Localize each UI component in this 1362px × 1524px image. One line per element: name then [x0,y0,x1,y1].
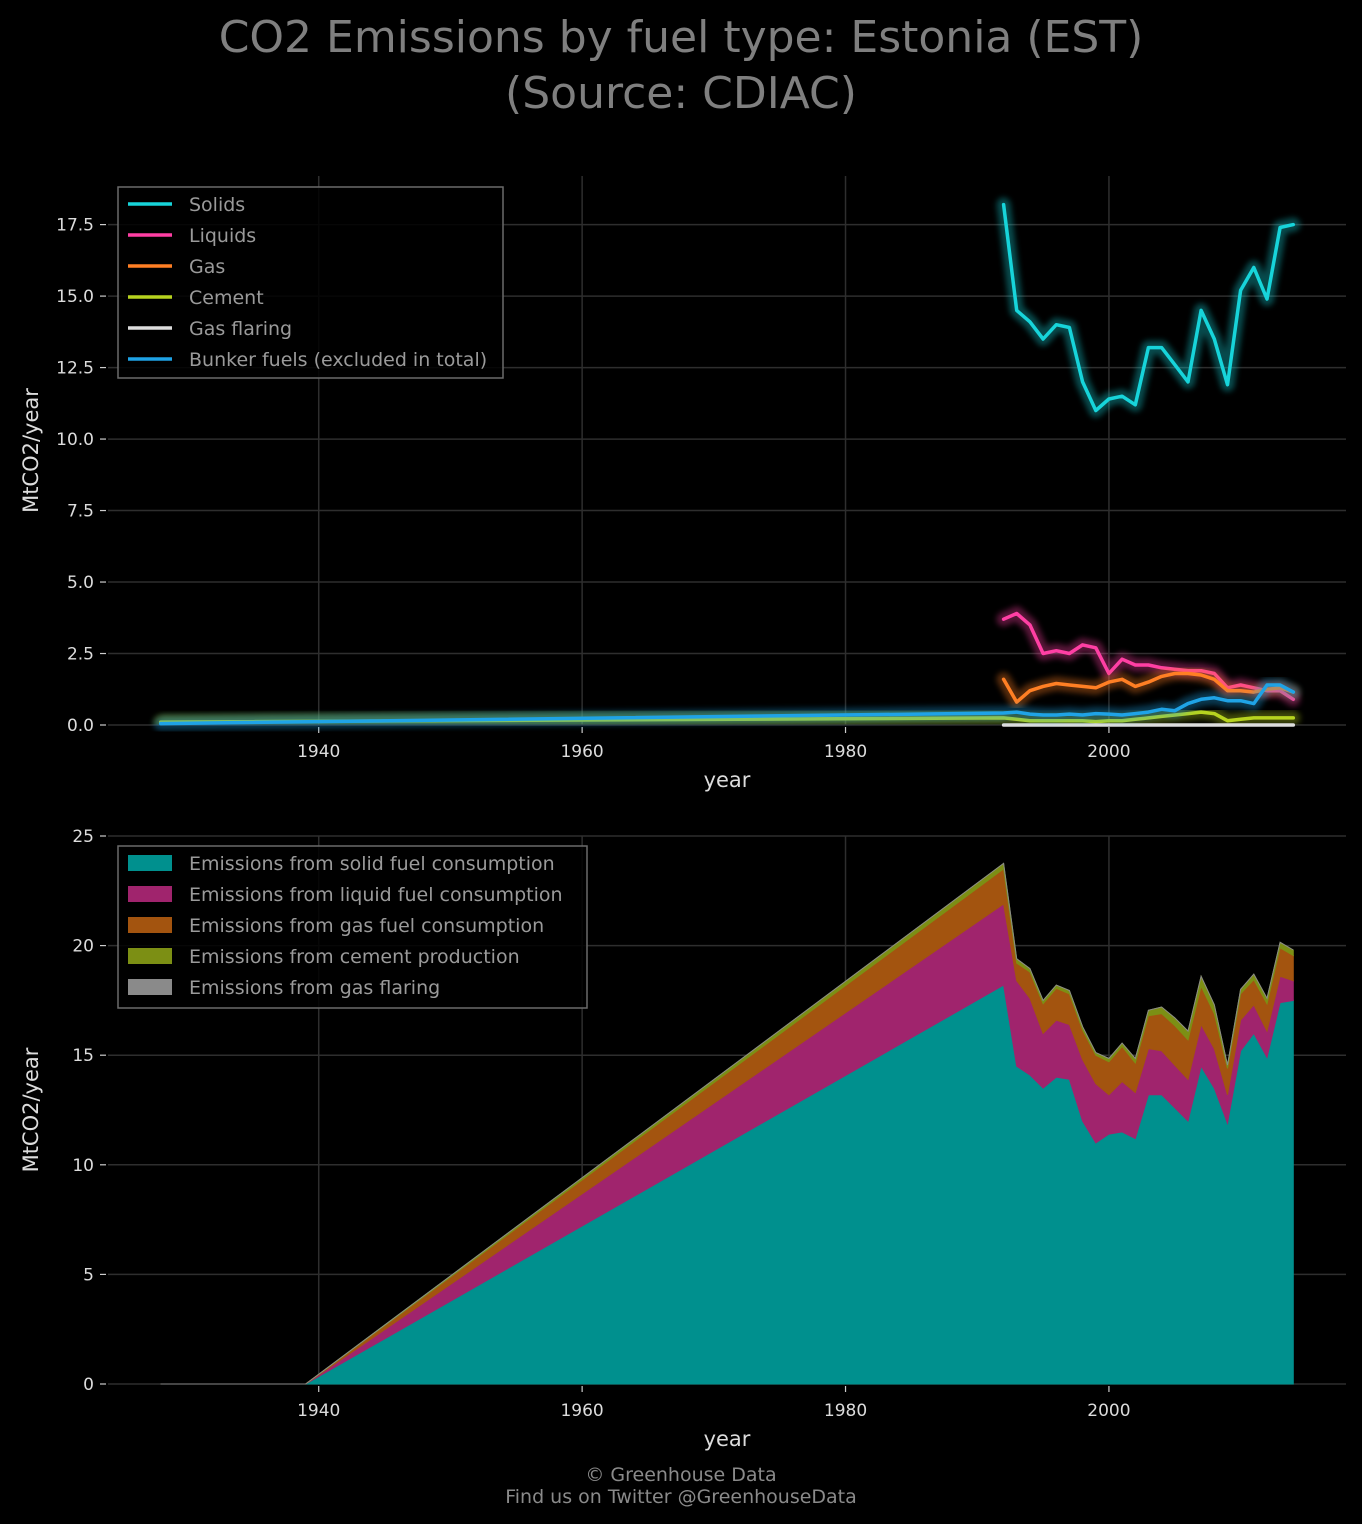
legend-label: Emissions from gas flaring [189,977,440,999]
series-line [1001,202,1296,413]
x-tick-label: 1960 [560,1401,603,1421]
y-tick-label: 20 [72,937,94,957]
y-tick-label: 10.0 [56,430,94,450]
legend-label: Gas flaring [189,318,292,340]
legend: Emissions from solid fuel consumption Emi… [117,845,588,1009]
x-tick-label: 2000 [1087,742,1130,762]
y-tick-label: 7.5 [67,502,94,522]
legend-swatch [128,979,172,995]
x-axis-label: year [704,768,751,792]
x-tick-label: 2000 [1087,1401,1130,1421]
y-tick-label: 5.0 [67,573,94,593]
legend-box [117,845,588,1009]
y-tick-label: 15 [72,1046,94,1066]
x-tick-label: 1980 [824,1401,867,1421]
line-chart-by-fuel: 1940 1960 1980 2000 0.0 2.5 5.0 7.5 10.0 12.5 15.0… [19,176,1346,792]
y-tick-label: 25 [72,827,94,847]
legend-label: Gas [189,256,225,278]
footer-twitter: Find us on Twitter @GreenhouseData [505,1486,857,1508]
series-solids [996,197,1301,418]
y-axis-label: MtCO2/year [19,388,43,513]
legend-label: Emissions from solid fuel consumption [189,853,555,875]
x-axis-label: year [704,1427,751,1451]
legend-label: Solids [189,194,245,216]
y-tick-label: 0 [83,1375,94,1395]
legend-label: Liquids [189,225,256,247]
y-tick-label: 2.5 [67,645,94,665]
chart-title: CO2 Emissions by fuel type: Estonia (EST… [0,10,1362,122]
y-tick-label: 15.0 [56,287,94,307]
legend-swatch [128,886,172,902]
footer-copyright: © Greenhouse Data [585,1464,777,1486]
y-tick-label: 12.5 [56,359,94,379]
legend-swatch [128,855,172,871]
series-gas [996,666,1301,710]
series-gas-flaring [996,718,1301,732]
legend-swatch [128,948,172,964]
stacked-areas [160,862,1294,1385]
legend-label: Emissions from cement production [189,946,520,968]
y-tick-label: 10 [72,1156,94,1176]
y-axis-label: MtCO2/year [19,1047,43,1172]
legend-label: Cement [189,287,264,309]
y-tick-label: 5 [83,1265,94,1285]
y-tick-label: 0.0 [67,716,94,736]
x-tick-label: 1980 [824,742,867,762]
y-tick-label: 17.5 [56,216,94,236]
legend-label: Emissions from liquid fuel consumption [189,884,563,906]
x-tick-label: 1940 [297,1401,340,1421]
area-emissions-from-gas-flaring [160,862,1294,1385]
footer: © Greenhouse Data Find us on Twitter @Gr… [0,1464,1362,1508]
legend: Solids Liquids Gas Cement Gas flaring Bunker … [117,186,504,379]
x-tick-label: 1940 [297,742,340,762]
series-line [1001,671,1296,704]
series-bunker-fuels-excluded-in-total- [153,678,1301,731]
legend-swatch [128,917,172,933]
legend-label: Emissions from gas fuel consumption [189,915,544,937]
chart-title-line2: (Source: CDIAC) [505,68,857,119]
chart-title-line1: CO2 Emissions by fuel type: Estonia (EST… [218,12,1144,63]
legend-label: Bunker fuels (excluded in total) [189,349,487,371]
series-line [158,683,1296,726]
legend-box [117,186,504,379]
x-tick-label: 1960 [560,742,603,762]
